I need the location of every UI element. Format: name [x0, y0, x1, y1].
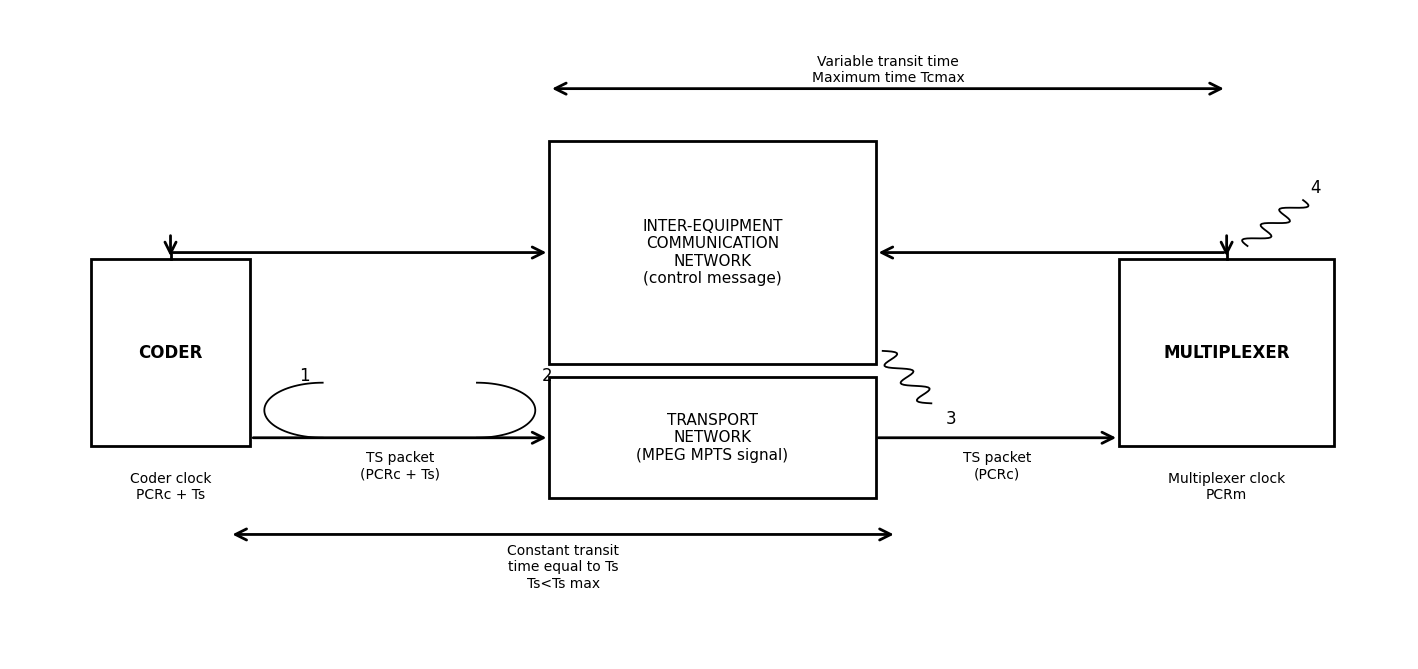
Text: CODER: CODER: [139, 343, 203, 361]
Bar: [549, 141, 876, 364]
Text: TS packet
(PCRc): TS packet (PCRc): [963, 451, 1031, 481]
Text: TS packet
(PCRc + Ts): TS packet (PCRc + Ts): [360, 451, 440, 481]
Text: 2: 2: [542, 367, 553, 385]
Text: Coder clock
PCRc + Ts: Coder clock PCRc + Ts: [130, 472, 211, 502]
Text: Constant transit
time equal to Ts
Ts<Ts max: Constant transit time equal to Ts Ts<Ts …: [508, 545, 620, 591]
Text: 3: 3: [946, 410, 956, 428]
Text: 1: 1: [299, 367, 309, 385]
Text: Variable transit time
Maximum time Tcmax: Variable transit time Maximum time Tcmax: [811, 55, 964, 86]
Text: MULTIPLEXER: MULTIPLEXER: [1163, 343, 1290, 361]
Text: TRANSPORT
NETWORK
(MPEG MPTS signal): TRANSPORT NETWORK (MPEG MPTS signal): [637, 413, 788, 463]
Bar: [549, 377, 876, 498]
Bar: [1119, 259, 1334, 446]
Text: INTER-EQUIPMENT
COMMUNICATION
NETWORK
(control message): INTER-EQUIPMENT COMMUNICATION NETWORK (c…: [642, 219, 783, 286]
Bar: [91, 259, 251, 446]
Text: Multiplexer clock
PCRm: Multiplexer clock PCRm: [1168, 472, 1285, 502]
Text: 4: 4: [1310, 179, 1320, 197]
